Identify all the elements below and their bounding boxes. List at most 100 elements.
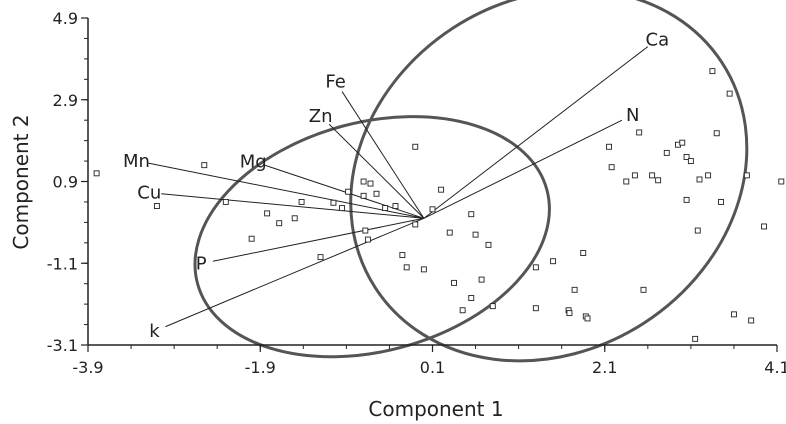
loading-vector [212, 217, 424, 262]
data-point [459, 307, 466, 314]
x-tick-label: 0.1 [420, 358, 445, 377]
loading-vector-label: Mg [240, 151, 267, 172]
data-point [489, 303, 496, 310]
data-point [392, 203, 399, 209]
data-point [580, 250, 587, 256]
group-ellipse [193, 115, 551, 359]
data-point [399, 252, 406, 259]
x-tick-label: -3.9 [72, 358, 103, 377]
data-point [550, 258, 557, 265]
loading-vector-label: P [196, 254, 207, 275]
data-point [330, 199, 337, 206]
loading-vector-label: N [626, 105, 639, 126]
data-point [276, 220, 283, 227]
x-tick-label: 4.1 [764, 358, 786, 377]
loading-vector [341, 91, 425, 219]
data-point [748, 317, 755, 324]
data-point [373, 190, 380, 197]
group-ellipses [193, 0, 749, 363]
data-point [532, 305, 539, 312]
data-point [694, 227, 701, 234]
data-point [606, 143, 613, 150]
loading-vector-label: Mn [123, 151, 150, 172]
data-point [429, 206, 436, 213]
group-ellipse [349, 0, 749, 363]
data-point [438, 186, 445, 193]
loading-vector [165, 217, 425, 328]
data-point [264, 210, 271, 217]
data-point [412, 221, 419, 228]
y-axis-label: Component 2 [9, 114, 33, 249]
data-point [412, 143, 419, 150]
data-point [726, 90, 733, 97]
data-point [317, 254, 324, 261]
data-point [291, 215, 298, 222]
loading-vector [264, 164, 425, 219]
loading-vector [161, 193, 424, 219]
data-point [298, 198, 305, 205]
data-point [709, 68, 716, 75]
data-point [362, 227, 369, 234]
data-point [485, 241, 492, 248]
y-tick-label: 4.9 [53, 9, 78, 28]
data-point [364, 236, 371, 243]
data-point [718, 198, 724, 205]
x-axis-label: Component 1 [368, 397, 503, 421]
y-tick-label: 2.9 [53, 91, 78, 110]
loading-vector-label: Ca [646, 29, 670, 50]
data-point [687, 158, 694, 165]
x-tick-label: -1.9 [245, 358, 276, 377]
data-point [478, 276, 485, 283]
data-point [93, 170, 100, 177]
loading-vectors: Ca N Fe Zn Mg Mn Cu Pk [123, 29, 669, 342]
data-point [153, 203, 160, 209]
x-tick-label: 2.1 [592, 358, 617, 377]
data-point [683, 154, 690, 160]
data-point [367, 180, 374, 187]
y-tick-label: 0.9 [53, 173, 78, 192]
data-point [640, 286, 647, 293]
data-point [248, 235, 255, 242]
data-point [730, 311, 737, 318]
data-point [655, 177, 662, 184]
data-point [360, 192, 367, 199]
data-point [222, 198, 229, 205]
data-point [761, 223, 768, 230]
axes [87, 18, 777, 346]
data-point [468, 211, 475, 218]
data-point [679, 139, 686, 146]
data-point [451, 279, 457, 286]
data-point [360, 178, 367, 185]
data-point [584, 315, 591, 322]
ticks: -3.9 -1.9 0.1 2.1 4.1 4.9 2.9 0.9 -1.1 -3.1 [47, 9, 786, 377]
data-point [345, 188, 352, 195]
data-point [778, 178, 785, 185]
data-point [705, 172, 712, 179]
data-point [420, 266, 427, 273]
loading-vector-label: k [149, 321, 160, 342]
loading-vector-label: Cu [137, 183, 161, 204]
data-point [382, 205, 389, 212]
y-tick-label: -3.1 [47, 336, 78, 355]
data-point [713, 130, 720, 137]
loading-vector [148, 162, 424, 219]
data-point [403, 264, 410, 271]
loading-vector [423, 119, 623, 219]
data-point [743, 172, 750, 179]
loading-vector [423, 46, 649, 219]
data-point [649, 172, 656, 179]
score-points [93, 68, 785, 342]
data-point [692, 335, 699, 342]
loading-vector [328, 123, 425, 219]
data-point [636, 129, 643, 136]
data-point [663, 149, 670, 156]
data-point [631, 172, 638, 179]
data-point [472, 231, 479, 238]
data-point [532, 264, 539, 271]
data-point [571, 286, 578, 293]
data-point [696, 176, 703, 183]
data-point [566, 310, 573, 317]
y-tick-label: -1.1 [47, 254, 78, 273]
loading-vector-label: Zn [309, 106, 333, 127]
